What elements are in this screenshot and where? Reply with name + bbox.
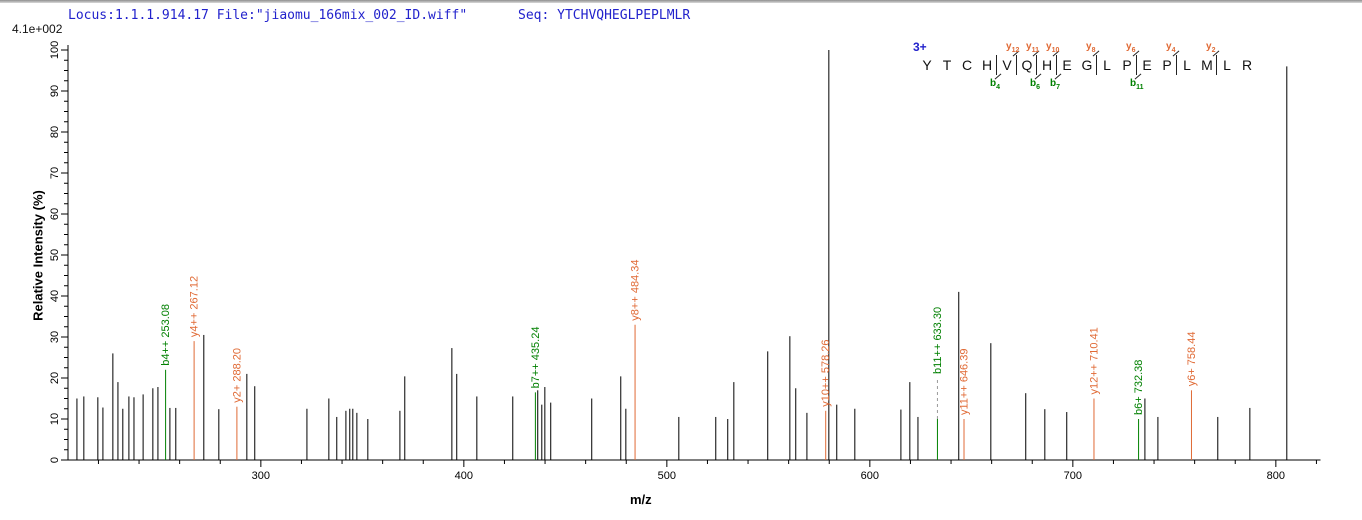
fragment-ion-label: y4++ 267.12: [189, 276, 201, 337]
fragment-ion-label: y12++ 710.41: [1088, 327, 1100, 394]
x-ticks: 300 400 500 600 700 800: [97, 460, 1317, 482]
x-tick-label: 800: [1267, 470, 1285, 482]
x-tick-label: 400: [455, 470, 473, 482]
x-tick-label: 300: [252, 470, 270, 482]
residue: P: [1122, 57, 1132, 73]
fragment-ion-label: y10++ 578.26: [820, 340, 832, 407]
y-ion-label: y12: [1006, 41, 1020, 54]
residue: C: [961, 57, 973, 73]
cleavage-line: [1096, 55, 1097, 75]
y-ticks: 0 10 20 30 40 50 60 70 80 90 100: [49, 41, 68, 463]
fragment-ion-label: b7++ 435.24: [530, 327, 542, 389]
fragment-ion-label: b11++ 633.30: [932, 307, 944, 374]
x-tick-label: 700: [1064, 470, 1082, 482]
y-tick-label: 100: [49, 41, 61, 59]
y-ion-label: y4: [1166, 41, 1176, 54]
cleavage-line: [1176, 55, 1177, 75]
intensity-scale-label: 4.1e+002: [12, 22, 63, 36]
residue: H: [1041, 57, 1053, 73]
y-tick-label: 60: [49, 208, 61, 220]
y-tick-label: 70: [49, 167, 61, 179]
window-edge: [0, 0, 1362, 3]
fragment-ion-label: y6+ 758.44: [1186, 332, 1198, 387]
cleavage-line: [1016, 55, 1017, 75]
x-tick-label: 600: [861, 470, 879, 482]
residue: Q: [1021, 57, 1033, 73]
x-axis-title: m/z: [630, 492, 652, 507]
residue: P: [1162, 57, 1172, 73]
residue: G: [1081, 57, 1093, 73]
residue: L: [1223, 57, 1231, 73]
y-ion-label: y8: [1086, 41, 1096, 54]
y-tick-label: 20: [49, 372, 61, 384]
cleavage-line: [996, 55, 997, 75]
cleavage-line: [1036, 55, 1037, 75]
cleavage-line: [1056, 55, 1057, 75]
residue: L: [1103, 57, 1111, 73]
locus-file-label: Locus:1.1.1.914.17 File:"jiaomu_166mix_0…: [68, 8, 468, 23]
residue: V: [1002, 57, 1012, 73]
fragment-markers: b4++ 253.08 y4++ 267.12 y2+ 288.20 b7++ 435…: [160, 260, 1198, 460]
y-tick-label: 0: [49, 457, 61, 463]
b-ion-label: b7: [1050, 78, 1061, 91]
residue: M: [1201, 57, 1213, 73]
y-tick-label: 50: [49, 249, 61, 261]
cleavage-line: [1136, 55, 1137, 75]
residue: R: [1241, 57, 1253, 73]
residue: E: [1142, 57, 1152, 73]
y-tick-label: 10: [49, 413, 61, 425]
fragment-ion-label: y11++ 646.39: [959, 349, 971, 415]
residue: E: [1062, 57, 1072, 73]
fragment-ion-label: b4++ 253.08: [160, 304, 172, 366]
y-ion-label: y11: [1026, 41, 1039, 54]
y-tick-label: 90: [49, 85, 61, 97]
b-ion-label: b6: [1030, 78, 1041, 91]
y-ion-label: y2: [1206, 41, 1216, 54]
sequence-header-label: Seq: YTCHVQHEGLPEPLMLR: [518, 8, 691, 23]
y-ion-label: y10: [1046, 41, 1060, 54]
b-ion-label: b4: [990, 78, 1001, 91]
residue: Y: [922, 57, 932, 73]
residue: L: [1183, 57, 1191, 73]
y-tick-label: 30: [49, 331, 61, 343]
b-ion-label: b11: [1130, 78, 1144, 91]
y-ion-label: y6: [1126, 41, 1136, 54]
fragment-ion-label: y2+ 288.20: [231, 348, 243, 403]
fragment-ion-label: b6+ 732.38: [1133, 360, 1145, 415]
precursor-charge-label: 3+: [913, 40, 927, 54]
residue: T: [942, 57, 952, 73]
residue: H: [981, 57, 993, 73]
cleavage-line: [1216, 55, 1217, 75]
peaks: [76, 50, 1288, 460]
x-tick-label: 500: [658, 470, 676, 482]
fragment-ion-label: y8++ 484.34: [630, 260, 642, 321]
y-tick-label: 40: [49, 290, 61, 302]
y-tick-label: 80: [49, 126, 61, 138]
